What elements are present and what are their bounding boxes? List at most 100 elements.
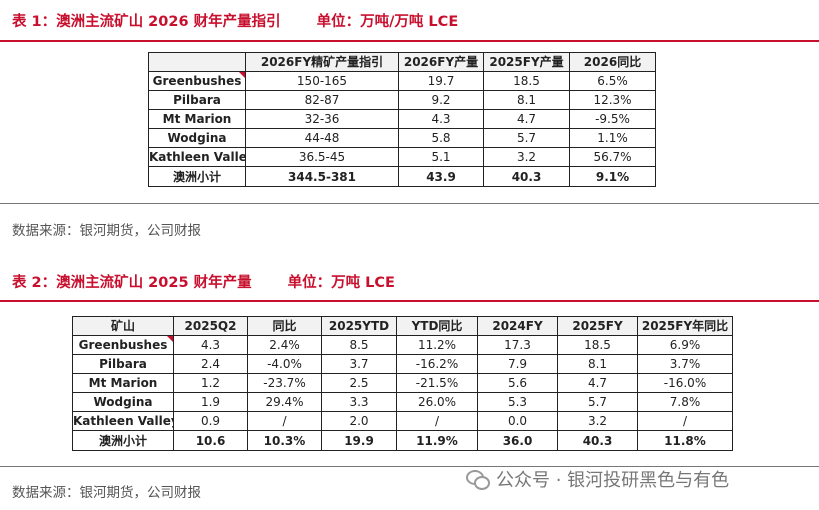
- table-cell: 2.4%: [247, 335, 322, 355]
- table-cell: 36.5-45: [245, 147, 399, 167]
- table-cell: /: [396, 411, 478, 431]
- table2-header-cell: 同比: [247, 316, 322, 336]
- table2-title: 表 2：澳洲主流矿山 2025 财年产量 单位：万吨 LCE: [12, 271, 395, 292]
- wechat-icon: [466, 470, 490, 490]
- table-cell: 5.8: [398, 128, 484, 148]
- table-cell: 18.5: [483, 71, 570, 91]
- table-cell: 5.6: [477, 373, 558, 393]
- table1-header-cell: 2026FY精矿产量指引: [245, 52, 399, 72]
- table-cell: -23.7%: [247, 373, 322, 393]
- table-row: Greenbushes 150-165 19.7 18.5 6.5%: [148, 71, 656, 91]
- table-cell: 9.2: [398, 90, 484, 110]
- table-cell: 1.1%: [569, 128, 656, 148]
- table-cell: 150-165: [245, 71, 399, 91]
- table2-bottom-rule: [0, 466, 819, 467]
- table-cell: 29.4%: [247, 392, 322, 412]
- watermark-text: 公众号 · 银河投研黑色与有色: [496, 470, 730, 491]
- table-cell: 8.1: [557, 354, 638, 374]
- table-cell: -21.5%: [396, 373, 478, 393]
- table-cell: 26.0%: [396, 392, 478, 412]
- table-cell: 19.9: [321, 430, 397, 451]
- mine-name-cell: Pilbara: [148, 90, 246, 110]
- table-cell: 11.8%: [637, 430, 733, 451]
- table-cell: 0.0: [477, 411, 558, 431]
- table-cell: 2.5: [321, 373, 397, 393]
- mine-name-cell: Wodgina: [148, 128, 246, 148]
- table-cell: -16.2%: [396, 354, 478, 374]
- table-row: Pilbara 82-87 9.2 8.1 12.3%: [148, 90, 656, 110]
- table1-unit: 单位：万吨/万吨 LCE: [316, 14, 459, 30]
- table-cell: /: [637, 411, 733, 431]
- table-cell: 2.0: [321, 411, 397, 431]
- table1-title-text: 表 1：澳洲主流矿山 2026 财年产量指引: [12, 14, 281, 30]
- table-cell: 2.4: [173, 354, 248, 374]
- table-cell: 344.5-381: [245, 166, 399, 187]
- table-cell: 44-48: [245, 128, 399, 148]
- table-cell: 4.3: [173, 335, 248, 355]
- table-cell: 7.8%: [637, 392, 733, 412]
- table-cell: /: [247, 411, 322, 431]
- total-label-cell: 澳洲小计: [72, 430, 174, 451]
- table-cell: 3.7%: [637, 354, 733, 374]
- table2-unit: 单位：万吨 LCE: [287, 275, 395, 291]
- table-cell: 9.1%: [569, 166, 656, 187]
- table1-bottom-rule: [0, 203, 819, 204]
- table-cell: 5.7: [483, 128, 570, 148]
- table-cell: -4.0%: [247, 354, 322, 374]
- table-row: Kathleen Valley 36.5-45 5.1 3.2 56.7%: [148, 147, 656, 167]
- table2-header-cell: 2025FY年同比: [637, 316, 733, 336]
- table1-source: 数据来源：银河期货，公司财报: [12, 223, 201, 239]
- table-cell: 5.1: [398, 147, 484, 167]
- total-label-cell: 澳洲小计: [148, 166, 246, 187]
- table-cell: 0.9: [173, 411, 248, 431]
- table-cell: 32-36: [245, 109, 399, 129]
- table-cell: 12.3%: [569, 90, 656, 110]
- table-cell: 40.3: [483, 166, 570, 187]
- mine-name-cell: Mt Marion: [148, 109, 246, 129]
- table-cell: 4.3: [398, 109, 484, 129]
- table-cell: 5.7: [557, 392, 638, 412]
- table2: 矿山 2025Q2 同比 2025YTD YTD同比 2024FY 2025FY…: [72, 316, 733, 451]
- table-row: Kathleen Valley 0.9 / 2.0 / 0.0 3.2 /: [72, 411, 733, 431]
- table2-header-cell: 矿山: [72, 316, 174, 336]
- table-cell: 3.2: [557, 411, 638, 431]
- mine-name-cell: Greenbushes: [72, 335, 174, 355]
- table-cell: 18.5: [557, 335, 638, 355]
- table2-header-cell: 2025FY: [557, 316, 638, 336]
- table-cell: 43.9: [398, 166, 484, 187]
- table-cell: 7.9: [477, 354, 558, 374]
- table2-source: 数据来源：银河期货，公司财报: [12, 485, 201, 501]
- table-cell: -9.5%: [569, 109, 656, 129]
- mine-name-cell: Mt Marion: [72, 373, 174, 393]
- table-cell: 3.3: [321, 392, 397, 412]
- table1-title: 表 1：澳洲主流矿山 2026 财年产量指引 单位：万吨/万吨 LCE: [12, 10, 458, 31]
- table1-top-rule: [0, 40, 819, 42]
- table-cell: 82-87: [245, 90, 399, 110]
- table-row: Mt Marion 1.2 -23.7% 2.5 -21.5% 5.6 4.7 …: [72, 373, 733, 393]
- table-cell: 10.6: [173, 430, 248, 451]
- mine-name-cell: Greenbushes: [148, 71, 246, 91]
- table2-header-cell: 2025Q2: [173, 316, 248, 336]
- table-cell: 17.3: [477, 335, 558, 355]
- table-cell: 8.5: [321, 335, 397, 355]
- mine-name-cell: Wodgina: [72, 392, 174, 412]
- table-row: Mt Marion 32-36 4.3 4.7 -9.5%: [148, 109, 656, 129]
- table-row: Wodgina 1.9 29.4% 3.3 26.0% 5.3 5.7 7.8%: [72, 392, 733, 412]
- table-cell: 4.7: [557, 373, 638, 393]
- table1-header-row: 2026FY精矿产量指引 2026FY产量 2025FY产量 2026同比: [148, 52, 656, 72]
- table2-header-cell: YTD同比: [396, 316, 478, 336]
- table2-top-rule: [0, 300, 819, 302]
- table1-header-cell: [148, 52, 246, 72]
- table-cell: 11.2%: [396, 335, 478, 355]
- table-cell: 11.9%: [396, 430, 478, 451]
- table-cell: 6.5%: [569, 71, 656, 91]
- table-cell: 1.9: [173, 392, 248, 412]
- table-cell: 4.7: [483, 109, 570, 129]
- mine-name-cell: Kathleen Valley: [72, 411, 174, 431]
- table-cell: 3.7: [321, 354, 397, 374]
- table2-header-cell: 2024FY: [477, 316, 558, 336]
- table-row: Pilbara 2.4 -4.0% 3.7 -16.2% 7.9 8.1 3.7…: [72, 354, 733, 374]
- table1: 2026FY精矿产量指引 2026FY产量 2025FY产量 2026同比 Gr…: [148, 52, 656, 187]
- table-cell: 10.3%: [247, 430, 322, 451]
- table2-header-row: 矿山 2025Q2 同比 2025YTD YTD同比 2024FY 2025FY…: [72, 316, 733, 336]
